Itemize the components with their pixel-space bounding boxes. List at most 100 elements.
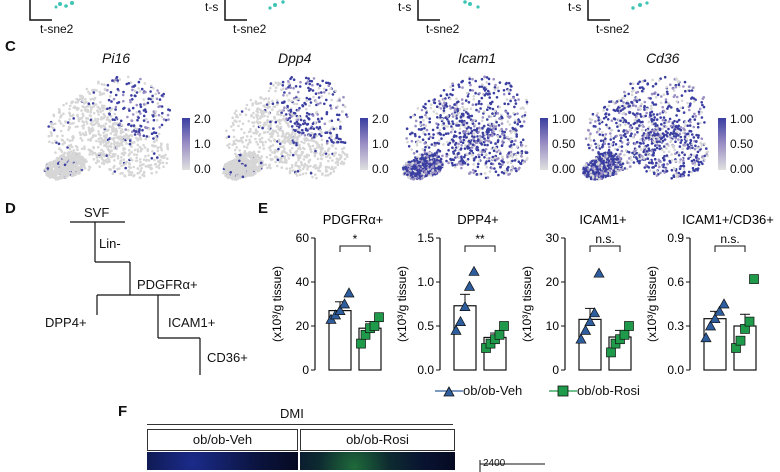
- colorbar-label-max: 1.00: [730, 112, 753, 126]
- tsne-scatter: [578, 68, 728, 188]
- legend-rosi-marker: [549, 384, 577, 398]
- y-tick-label: 20: [296, 319, 310, 333]
- gate-dpp4: DPP4+: [45, 315, 87, 330]
- significance-label: **: [475, 232, 485, 246]
- data-point-veh: [590, 308, 600, 317]
- panelB-ylabel-2: t-s: [205, 0, 218, 14]
- colorbar-label-max: 2.0: [372, 112, 389, 126]
- y-tick-label: 0.3: [667, 319, 684, 333]
- significance-bracket: [715, 246, 745, 252]
- y-axis-label: (x10³/g tissue): [395, 266, 409, 342]
- data-point-rosi: [357, 339, 366, 348]
- panelB-xlabel-1: t-sne2: [40, 22, 73, 36]
- chart-title: DPP4+: [457, 212, 499, 227]
- data-point-rosi: [620, 330, 629, 339]
- data-point-veh: [344, 288, 354, 297]
- data-point-rosi: [736, 336, 745, 345]
- panelB-xlabel-3: t-sne2: [426, 22, 459, 36]
- panelB-ylabel-4: t-s: [568, 0, 581, 14]
- gate-icam1: ICAM1+: [168, 315, 215, 330]
- colorbar: [360, 118, 368, 170]
- gate-svf: SVF: [84, 205, 109, 220]
- panelB-fragment: t-s t-sne2 t-s t-sne2 t-s t-sne2 t-s t-s…: [0, 0, 780, 40]
- panelB-xlabel-2: t-sne2: [233, 22, 266, 36]
- legend-veh-marker: [435, 384, 463, 398]
- gene-title: Icam1: [458, 50, 496, 66]
- y-tick-label: 30: [546, 231, 560, 245]
- data-point-rosi: [500, 322, 509, 331]
- tsne-plot-dpp4: Dpp4 2.0 1.0 0.0: [218, 50, 398, 190]
- data-point-veh: [469, 266, 479, 275]
- tsne-scatter: [40, 68, 190, 188]
- tsne-plot-cd36: Cd36 1.00 0.50 0.00: [578, 50, 778, 190]
- condition-box-rosi: ob/ob-Rosi: [300, 429, 455, 451]
- panelF-tick-2400: 2400: [483, 458, 505, 469]
- micrograph-veh: [147, 452, 298, 470]
- panelB-xlabel-4: t-sne2: [596, 22, 629, 36]
- legend: ob/ob-Veh ob/ob-Rosi: [435, 382, 675, 402]
- panelF-axis-fragment: [470, 460, 550, 472]
- y-tick-label: 0: [552, 363, 559, 377]
- y-tick-label: 0.5: [417, 319, 434, 333]
- colorbar: [718, 118, 726, 170]
- y-tick-label: 40: [296, 275, 310, 289]
- colorbar-label-mid: 0.50: [730, 137, 753, 151]
- bar-chart-3: ICAM1+ (x10³/g tissue) 0 10 20 30 n.s.: [520, 212, 634, 377]
- data-point-veh: [594, 268, 604, 277]
- y-tick-label: 0.6: [667, 275, 684, 289]
- colorbar-label-min: 0.00: [730, 162, 753, 176]
- gene-title: Pi16: [102, 50, 130, 66]
- y-tick-label: 10: [546, 319, 560, 333]
- data-point-rosi: [625, 322, 634, 331]
- panelC-letter: C: [5, 38, 16, 55]
- panelB-ylabel-3: t-s: [398, 0, 411, 14]
- y-tick-label: 0.0: [667, 363, 684, 377]
- y-tick-label: 0: [302, 363, 309, 377]
- colorbar: [182, 118, 190, 170]
- gate-cd36: CD36+: [207, 350, 248, 365]
- significance-bracket: [340, 246, 370, 252]
- bar-veh: [579, 319, 601, 370]
- gate-pdgfra: PDGFRα+: [137, 277, 198, 292]
- panelB-axes: [0, 0, 780, 40]
- panelF-group-label: DMI: [280, 406, 304, 421]
- bar-chart-4: ICAM1+/CD36+ (x10³/g tissue) 0.0 0.3 0.6 0.9 n…: [645, 212, 774, 377]
- y-tick-label: 1.0: [417, 275, 434, 289]
- chart-title: PDGFRα+: [323, 212, 384, 227]
- y-axis-label: (x10³/g tissue): [520, 266, 534, 342]
- bar-veh: [454, 306, 476, 370]
- bar-charts: PDGFRα+(x10³/g tissue)0204060*DPP4+(x10³…: [258, 210, 778, 385]
- colorbar-label-mid: 1.0: [194, 137, 211, 151]
- gene-title: Cd36: [646, 50, 679, 66]
- significance-label: n.s.: [595, 232, 614, 246]
- condition-box-veh: ob/ob-Veh: [147, 429, 298, 451]
- data-point-veh: [719, 299, 729, 308]
- colorbar-label-min: 0.00: [552, 162, 575, 176]
- y-axis-label: (x10³/g tissue): [645, 266, 659, 342]
- bar-chart-2: DPP4+(x10³/g tissue)0.00.51.01.5**: [395, 212, 509, 377]
- colorbar-label-max: 2.0: [194, 112, 211, 126]
- data-point-rosi: [370, 322, 379, 331]
- y-tick-label: 0.9: [667, 231, 684, 245]
- chart-title: ICAM1+: [579, 212, 626, 227]
- tsne-scatter: [398, 68, 548, 188]
- tsne-plot-icam1: Icam1 1.00 0.50 0.00: [398, 50, 588, 190]
- y-tick-label: 1.5: [417, 231, 434, 245]
- colorbar-label-min: 0.0: [372, 162, 389, 176]
- data-point-rosi: [607, 348, 616, 357]
- tsne-scatter: [218, 68, 368, 188]
- gate-lin-neg: Lin-: [99, 236, 121, 251]
- y-tick-label: 60: [296, 231, 310, 245]
- chart-title: ICAM1+/CD36+: [682, 212, 774, 227]
- colorbar-label-mid: 0.50: [552, 137, 575, 151]
- data-point-veh: [340, 299, 350, 308]
- significance-label: n.s.: [720, 232, 739, 246]
- legend-veh-label: ob/ob-Veh: [463, 383, 522, 398]
- y-axis-label: (x10³/g tissue): [270, 266, 284, 342]
- colorbar-label-max: 1.00: [552, 112, 575, 126]
- panelF-group-line: [147, 424, 453, 425]
- colorbar: [540, 118, 548, 170]
- colorbar-label-min: 0.0: [194, 162, 211, 176]
- y-tick-label: 20: [546, 275, 560, 289]
